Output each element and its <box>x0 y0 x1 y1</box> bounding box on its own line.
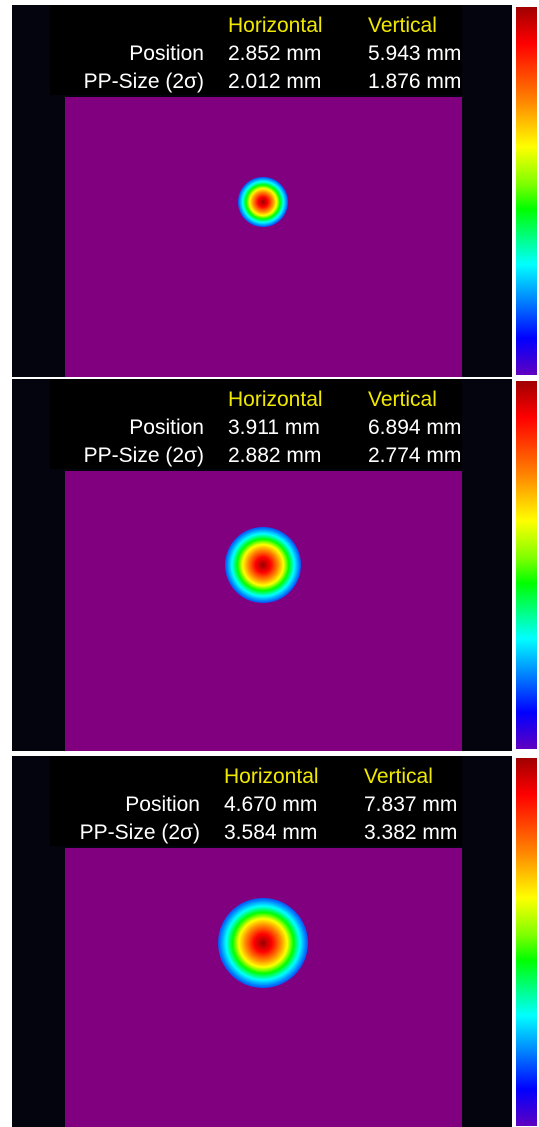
beam-spot <box>225 527 301 603</box>
beam-panel: Horizontal Vertical Position 4.670 mm 7.837 … <box>0 756 539 1127</box>
measurement-value: 5.943 mm <box>368 42 462 65</box>
column-header: Vertical <box>364 765 433 788</box>
row-label: Position <box>125 793 200 816</box>
measurement-value: 2.774 mm <box>368 444 462 467</box>
row-label: Position <box>129 416 204 439</box>
measurement-value: 3.382 mm <box>364 821 458 844</box>
beam-image <box>65 471 462 751</box>
beam-spot <box>218 898 308 988</box>
measurement-value: 2.882 mm <box>228 444 322 467</box>
measurement-value: 1.876 mm <box>368 70 462 93</box>
beam-image <box>65 97 462 377</box>
header-band <box>50 5 462 95</box>
row-label: PP-Size (2σ) <box>79 821 200 844</box>
header-band <box>50 379 462 469</box>
color-scale <box>516 381 537 749</box>
beam-panel: Horizontal Vertical Position 2.852 mm 5.943 … <box>0 5 539 377</box>
color-scale <box>516 758 537 1126</box>
color-scale <box>516 7 537 375</box>
beam-panel: Horizontal Vertical Position 3.911 mm 6.894 … <box>0 379 539 751</box>
measurement-value: 7.837 mm <box>364 793 458 816</box>
row-label: PP-Size (2σ) <box>83 70 204 93</box>
measurement-value: 3.911 mm <box>228 416 320 439</box>
column-header: Vertical <box>368 14 437 37</box>
row-label: PP-Size (2σ) <box>83 444 204 467</box>
beam-spot <box>238 177 288 227</box>
header-band <box>50 756 462 846</box>
measurement-value: 2.012 mm <box>228 70 322 93</box>
measurement-value: 2.852 mm <box>228 42 322 65</box>
measurement-value: 3.584 mm <box>224 821 318 844</box>
beam-image <box>65 848 462 1127</box>
column-header: Vertical <box>368 388 437 411</box>
column-header: Horizontal <box>224 765 319 788</box>
measurement-value: 6.894 mm <box>368 416 462 439</box>
column-header: Horizontal <box>228 388 323 411</box>
row-label: Position <box>129 42 204 65</box>
measurement-value: 4.670 mm <box>224 793 318 816</box>
column-header: Horizontal <box>228 14 323 37</box>
